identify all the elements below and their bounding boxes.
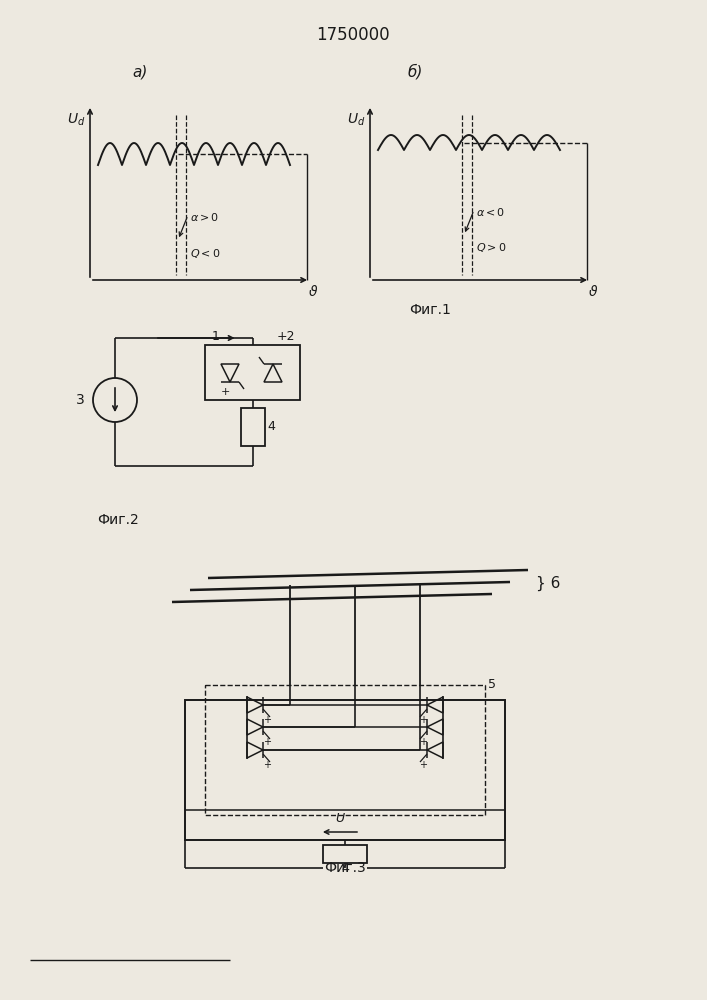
Text: +: +: [419, 715, 427, 725]
Text: 5: 5: [488, 678, 496, 691]
Text: $\it{U_d}$: $\it{U_d}$: [346, 112, 365, 128]
Text: $Q < 0$: $Q < 0$: [190, 246, 221, 259]
Text: +: +: [419, 737, 427, 747]
Text: $\vartheta$: $\vartheta$: [588, 284, 598, 299]
Text: 4: 4: [341, 862, 349, 875]
Bar: [323, 845, 367, 863]
Text: 4: 4: [267, 420, 275, 434]
Text: а): а): [132, 64, 148, 80]
Text: } 6: } 6: [536, 575, 561, 591]
Text: 1750000: 1750000: [316, 26, 390, 44]
Text: $\alpha < 0$: $\alpha < 0$: [476, 206, 506, 218]
Text: Фиг.3: Фиг.3: [324, 861, 366, 875]
Text: $\it{U}$: $\it{U}$: [334, 812, 346, 825]
Bar: [205, 685, 485, 815]
Text: $Q > 0$: $Q > 0$: [476, 241, 507, 254]
Text: +: +: [221, 387, 230, 397]
Text: $\it{U_d}$: $\it{U_d}$: [66, 112, 85, 128]
Text: Фиг.1: Фиг.1: [409, 303, 451, 317]
Text: +: +: [263, 715, 271, 725]
Text: +: +: [263, 737, 271, 747]
Bar: [205, 345, 300, 400]
Text: $\vartheta$: $\vartheta$: [308, 284, 318, 299]
Text: 3: 3: [76, 393, 84, 407]
Text: 1: 1: [212, 330, 220, 343]
Text: +: +: [263, 760, 271, 770]
Text: +2: +2: [277, 330, 296, 343]
Text: +: +: [419, 760, 427, 770]
Bar: [185, 700, 505, 840]
Text: б): б): [407, 64, 423, 80]
Text: Фиг.2: Фиг.2: [97, 513, 139, 527]
Bar: [240, 408, 264, 446]
Text: $\alpha > 0$: $\alpha > 0$: [190, 211, 219, 223]
